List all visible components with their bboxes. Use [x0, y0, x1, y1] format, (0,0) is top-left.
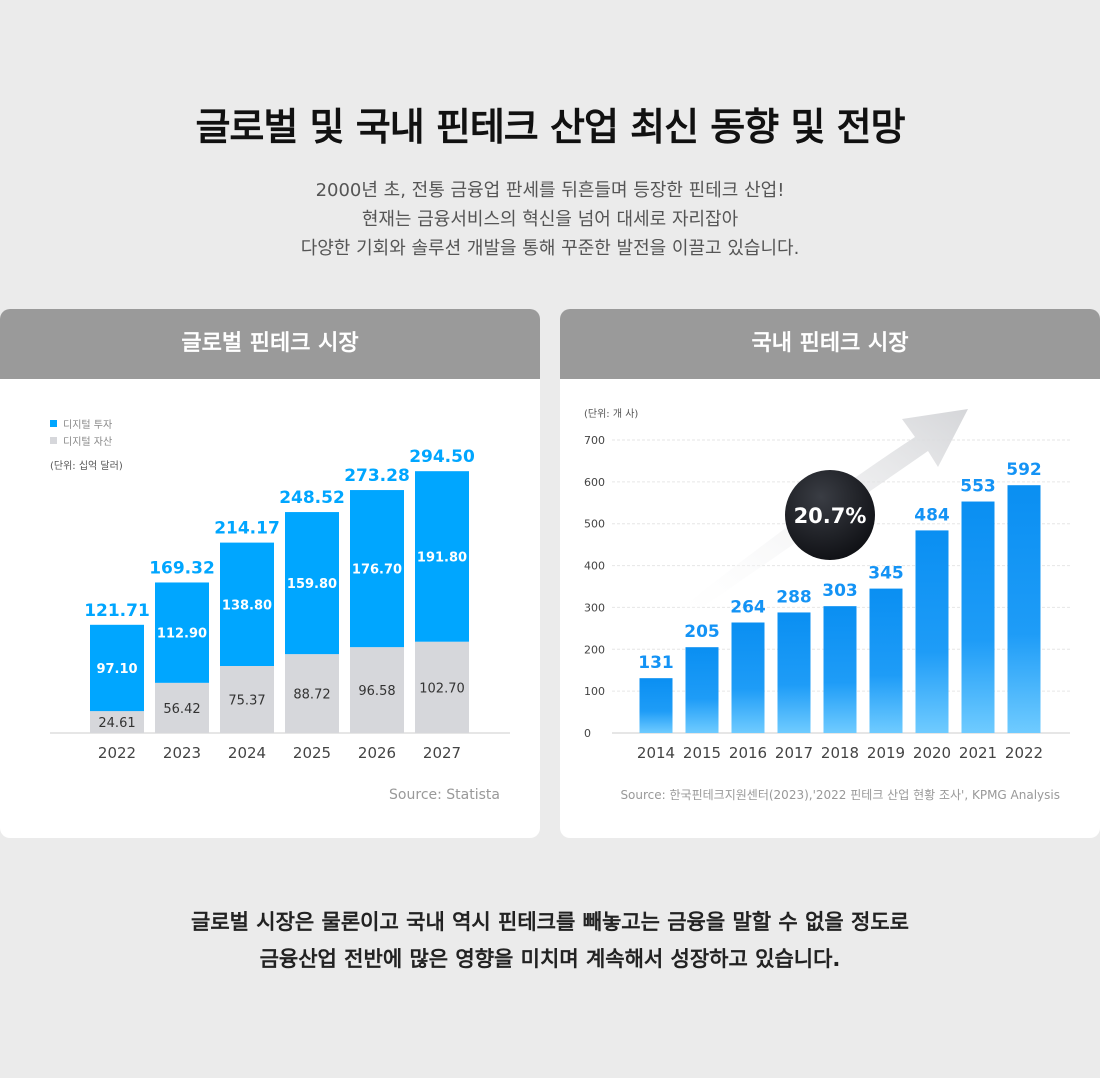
intro-line: 다양한 기회와 솔루션 개발을 통해 꾸준한 발전을 이끌고 있습니다.	[300, 238, 800, 259]
domestic-panel-title: 국내 핀테크 시장	[560, 309, 1100, 379]
x-tick-label: 2026	[358, 744, 396, 762]
data-label: 131	[638, 653, 674, 673]
source-label: Source: Statista	[389, 787, 500, 803]
bar	[1007, 485, 1041, 733]
footer-text: 글로벌 시장은 물론이고 국내 역시 핀테크를 빼놓고는 금융을 말할 수 없을…	[0, 904, 1100, 978]
data-label: 553	[960, 477, 996, 497]
bar	[915, 530, 949, 733]
y-tick-label: 500	[584, 518, 605, 531]
bar-digital-asset	[350, 647, 404, 733]
data-label: 96.58	[358, 684, 395, 699]
x-tick-label: 2019	[867, 744, 905, 762]
x-tick-label: 2027	[423, 744, 461, 762]
data-label: 88.72	[293, 688, 330, 703]
total-label: 248.52	[279, 488, 345, 508]
bar	[639, 678, 673, 733]
x-tick-label: 2022	[98, 744, 136, 762]
y-tick-label: 400	[584, 560, 605, 573]
bar-digital-asset	[155, 682, 209, 733]
data-label: 205	[684, 622, 720, 642]
page-title: 글로벌 및 국내 핀테크 산업 최신 동향 및 전망	[195, 105, 905, 149]
x-tick-label: 2023	[163, 744, 201, 762]
bar-digital-investment	[220, 542, 274, 666]
legend-label: 디지털 자산	[63, 436, 112, 448]
y-tick-label: 600	[584, 476, 605, 489]
legend-swatch-investment	[50, 420, 57, 427]
data-label: 288	[776, 587, 812, 607]
total-label: 294.50	[409, 447, 475, 467]
total-label: 273.28	[344, 466, 410, 486]
x-tick-label: 2024	[228, 744, 266, 762]
growth-badge	[785, 470, 875, 560]
x-tick-label: 2025	[293, 744, 331, 762]
total-label: 214.17	[214, 519, 280, 539]
bar-digital-asset	[220, 665, 274, 733]
x-tick-label: 2016	[729, 744, 767, 762]
intro-line: 현재는 금융서비스의 혁신을 넘어 대세로 자리잡아	[361, 209, 739, 230]
x-tick-label: 2018	[821, 744, 859, 762]
data-label: 345	[868, 564, 904, 584]
source-label: Source: 한국핀테크지원센터(2023),'2022 핀테크 산업 현황 …	[620, 788, 1060, 802]
data-label: 264	[730, 597, 766, 617]
bar-digital-investment	[155, 582, 209, 683]
intro-text: 2000년 초, 전통 금융업 판세를 뒤흔들며 등장한 핀테크 산업! 현재는…	[0, 176, 1100, 263]
bar-digital-asset	[415, 641, 469, 733]
x-tick-label: 2020	[913, 744, 951, 762]
data-label: 303	[822, 581, 858, 601]
data-label: 191.80	[417, 550, 467, 565]
legend-swatch-asset	[50, 437, 57, 444]
domestic-market-panel: 국내 핀테크 시장 (단위: 개 사) 0 100 200 300 400 500 600 70…	[560, 309, 1100, 838]
data-label: 592	[1006, 460, 1042, 480]
unit-label: (단위: 십억 달러)	[50, 459, 123, 472]
x-tick-label: 2021	[959, 744, 997, 762]
bar	[731, 622, 765, 733]
data-label: 112.90	[157, 627, 207, 642]
y-tick-label: 300	[584, 601, 605, 614]
legend-label: 디지털 투자	[63, 419, 112, 431]
data-label: 97.10	[96, 662, 137, 677]
domestic-market-chart: (단위: 개 사) 0 100 200 300 400 500 600 700 131 2014 20…	[584, 407, 1070, 802]
unit-label: (단위: 개 사)	[584, 407, 638, 420]
x-tick-label: 2022	[1005, 744, 1043, 762]
bar-digital-investment	[90, 624, 144, 712]
x-tick-label: 2014	[637, 744, 675, 762]
bar-digital-asset	[285, 654, 339, 733]
data-label: 176.70	[352, 563, 402, 578]
footer-line: 금융산업 전반에 많은 영향을 미치며 계속해서 성장하고 있습니다.	[259, 947, 841, 971]
bar-digital-investment	[350, 490, 404, 648]
data-label: 75.37	[228, 693, 265, 708]
x-tick-label: 2015	[683, 744, 721, 762]
total-label: 121.71	[84, 601, 150, 621]
data-label: 24.61	[98, 716, 135, 731]
x-tick-label: 2017	[775, 744, 813, 762]
data-label: 56.42	[163, 702, 200, 717]
bar	[961, 501, 995, 733]
footer-line: 글로벌 시장은 물론이고 국내 역시 핀테크를 빼놓고는 금융을 말할 수 없을…	[191, 910, 909, 934]
y-tick-label: 100	[584, 685, 605, 698]
y-tick-label: 200	[584, 643, 605, 656]
growth-rate-label: 20.7%	[794, 504, 867, 528]
bar	[777, 612, 811, 733]
bar	[869, 588, 903, 733]
data-label: 159.80	[287, 577, 337, 592]
global-panel-title: 글로벌 핀테크 시장	[0, 309, 540, 379]
bar-digital-asset	[90, 711, 144, 733]
bar	[823, 606, 857, 733]
y-tick-label: 700	[584, 434, 605, 447]
y-tick-label: 0	[584, 727, 591, 740]
total-label: 169.32	[149, 558, 215, 578]
bar	[685, 647, 719, 733]
data-label: 102.70	[419, 681, 465, 696]
data-label: 484	[914, 505, 950, 525]
data-label: 138.80	[222, 598, 272, 613]
bar-digital-investment	[415, 471, 469, 642]
intro-line: 2000년 초, 전통 금융업 판세를 뒤흔들며 등장한 핀테크 산업!	[315, 180, 785, 201]
bar-digital-investment	[285, 512, 339, 655]
